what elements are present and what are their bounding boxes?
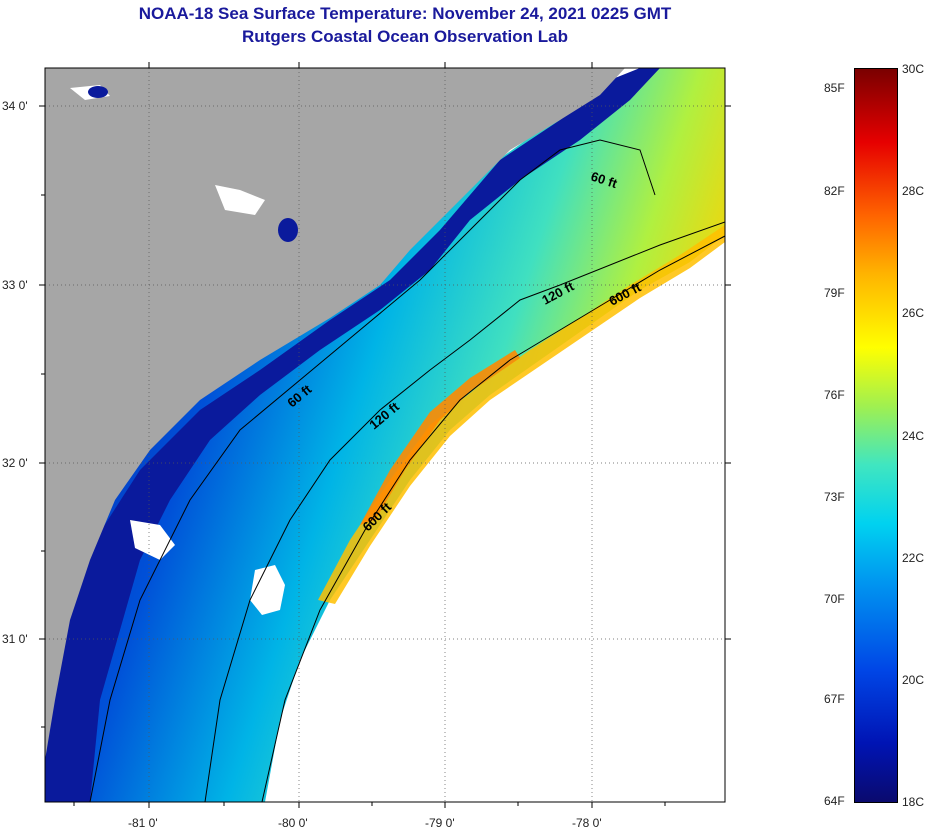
colorbar-fahrenheit-label: 64F xyxy=(824,794,845,808)
colorbar-celsius-label: 18C xyxy=(902,795,925,809)
longitude-label: -79 0' xyxy=(425,816,455,830)
colorbar-celsius-label: 26C xyxy=(902,306,925,320)
temperature-colorbar xyxy=(854,68,898,803)
axis-ticks xyxy=(39,62,731,808)
colorbar-celsius-label: 20C xyxy=(902,673,925,687)
land-area xyxy=(45,68,625,760)
colorbar-fahrenheit-label: 85F xyxy=(824,81,845,95)
colorbar-celsius-label: 30C xyxy=(902,62,925,76)
colorbar-fahrenheit-label: 70F xyxy=(824,592,845,606)
colorbar-fahrenheit-label: 76F xyxy=(824,388,845,402)
latitude-label: 31 0' xyxy=(2,632,28,646)
map-frame xyxy=(44,67,726,803)
colorbar-celsius-label: 22C xyxy=(902,551,925,565)
lake xyxy=(88,86,108,98)
colorbar-fahrenheit-label: 73F xyxy=(824,490,845,504)
latitude-label: 34 0' xyxy=(2,99,28,113)
map-title: NOAA-18 Sea Surface Temperature: Novembe… xyxy=(138,4,672,23)
colorbar-celsius-label: 28C xyxy=(902,184,925,198)
lake xyxy=(278,218,298,242)
colorbar-fahrenheit-label: 82F xyxy=(824,184,845,198)
longitude-label: -80 0' xyxy=(278,816,308,830)
latitude-label: 32 0' xyxy=(2,456,28,470)
cloud-patch xyxy=(250,565,285,615)
latitude-label: 33 0' xyxy=(2,278,28,292)
colorbar-fahrenheit-label: 67F xyxy=(824,692,845,706)
colorbar-celsius-label: 24C xyxy=(902,429,925,443)
contour-60ft xyxy=(89,139,656,802)
gulf-stream-edge xyxy=(360,350,520,525)
colorbar-fahrenheit-label: 79F xyxy=(824,286,845,300)
grid-lines xyxy=(45,68,725,802)
contour-600ft xyxy=(261,235,725,802)
contour-120ft xyxy=(204,221,725,802)
map-subtitle: Rutgers Coastal Ocean Observation Lab xyxy=(242,27,568,46)
longitude-label: -81 0' xyxy=(128,816,158,830)
longitude-label: -78 0' xyxy=(572,816,602,830)
warm-band xyxy=(318,225,725,604)
cloud-patch xyxy=(215,185,265,215)
shelf-water xyxy=(45,68,725,802)
cloud-patch xyxy=(130,520,175,560)
